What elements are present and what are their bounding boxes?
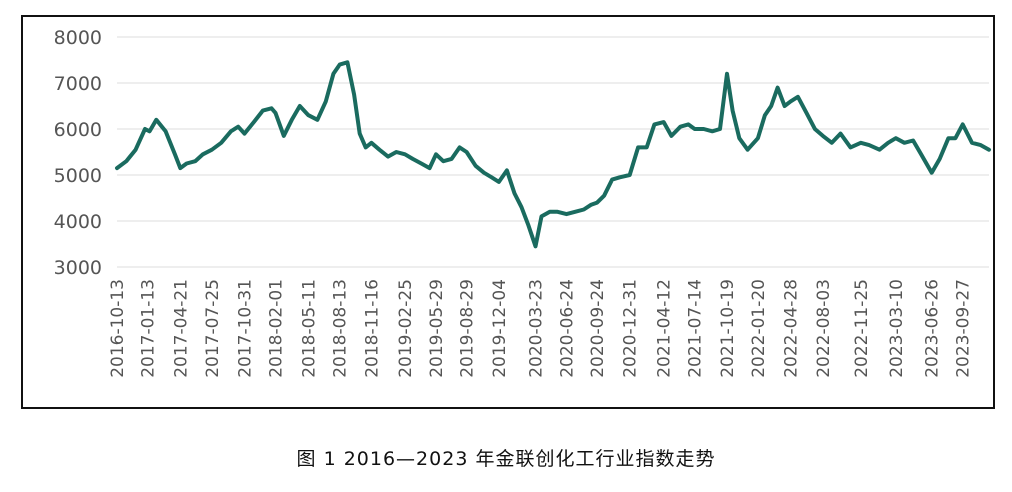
x-tick-label: 2017-01-13 [139,279,159,378]
x-tick-label: 2022-04-28 [782,279,802,378]
x-tick-label: 2019-08-29 [458,279,478,378]
x-tick-label: 2018-02-01 [266,279,286,378]
x-tick-label: 2021-07-14 [686,279,706,378]
x-tick-label: 2020-12-31 [621,279,641,378]
x-tick-label: 2019-12-04 [490,279,510,378]
x-axis-ticks: 2016-10-13 2017-01-13 2017-04-21 2017-07-25… [108,279,974,378]
y-tick-label: 7000 [54,73,102,95]
y-tick-label: 5000 [54,165,102,187]
y-tick-label: 6000 [54,119,102,141]
x-tick-label: 2020-03-23 [527,279,547,378]
x-tick-label: 2018-11-16 [362,279,382,378]
figure-caption: 图 1 2016—2023 年金联创化工行业指数走势 [296,448,716,470]
x-tick-label: 2017-07-25 [203,279,223,378]
x-tick-label: 2021-04-12 [655,279,675,378]
x-tick-label: 2023-09-27 [954,279,974,378]
x-tick-label: 2022-01-20 [749,279,769,378]
x-tick-label: 2023-06-26 [923,279,943,378]
y-tick-label: 8000 [54,27,102,49]
x-tick-label: 2022-11-25 [852,279,872,378]
x-tick-label: 2019-05-29 [427,279,447,378]
line-chart: 3000 4000 5000 6000 7000 8000 2016-10-13 2017-… [54,27,991,378]
x-tick-label: 2016-10-13 [108,279,128,378]
series-line-index [115,60,991,249]
x-tick-label: 2017-10-31 [236,279,256,378]
x-tick-label: 2018-08-13 [331,279,351,378]
gridlines [117,36,989,268]
x-tick-label: 2020-09-24 [588,279,608,378]
y-tick-label: 4000 [54,211,102,233]
x-tick-label: 2021-10-19 [718,279,738,378]
x-tick-label: 2017-04-21 [171,279,191,378]
chart-frame: 3000 4000 5000 6000 7000 8000 2016-10-13 2017-… [21,15,995,409]
y-axis-ticks: 3000 4000 5000 6000 7000 8000 [54,27,102,279]
x-tick-label: 2019-02-25 [396,279,416,378]
x-tick-label: 2020-06-24 [557,279,577,378]
x-tick-label: 2023-03-10 [887,279,907,378]
x-tick-label: 2018-05-11 [299,279,319,378]
y-tick-label: 3000 [54,257,102,279]
x-tick-label: 2022-08-03 [814,279,834,378]
